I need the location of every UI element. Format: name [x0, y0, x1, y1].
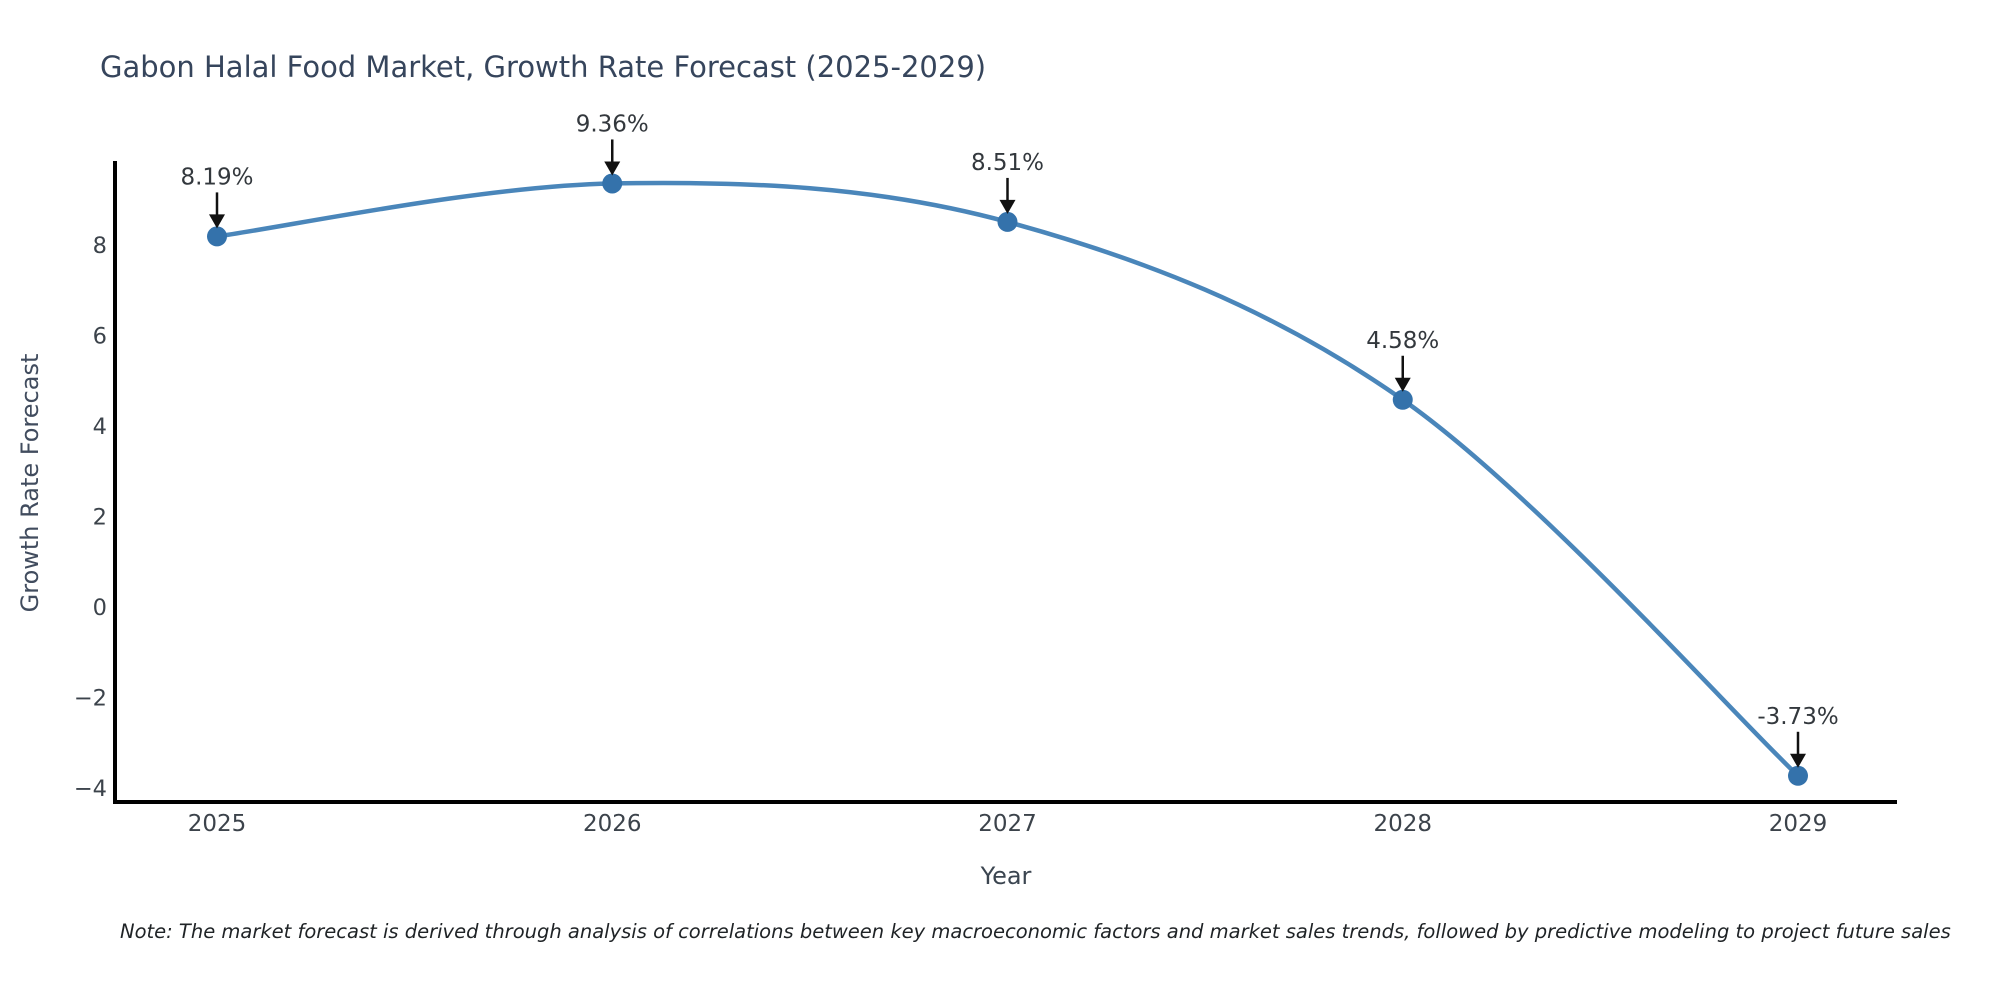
annotation-arrow-head — [209, 214, 225, 229]
x-tick-label: 2027 — [978, 811, 1037, 837]
data-point-label: 9.36% — [576, 111, 649, 137]
y-tick-label: −2 — [74, 686, 107, 712]
chart-title: Gabon Halal Food Market, Growth Rate For… — [100, 50, 987, 84]
y-tick-label: −4 — [74, 776, 107, 802]
x-tick-label: 2029 — [1769, 811, 1828, 837]
data-point-label: 8.51% — [971, 150, 1044, 176]
forecast-line — [214, 180, 1801, 779]
y-tick-label: 2 — [93, 505, 107, 531]
y-tick-label: 6 — [93, 324, 107, 350]
y-tick-label: 0 — [93, 595, 107, 621]
chart-footnote: Note: The market forecast is derived thr… — [120, 920, 1951, 943]
x-tick-label: 2028 — [1373, 811, 1432, 837]
data-point-marker — [207, 226, 227, 247]
data-point-marker — [1788, 765, 1808, 786]
x-tick-label: 2025 — [188, 811, 247, 837]
annotation-arrow-head — [1394, 377, 1411, 392]
y-tick-label: 4 — [93, 414, 107, 440]
x-axis-title: Year — [980, 862, 1032, 890]
data-point-label: 4.58% — [1366, 328, 1439, 354]
annotation-arrow-head — [604, 161, 621, 176]
data-point-label: -3.73% — [1757, 704, 1838, 730]
data-point-marker — [997, 211, 1018, 232]
x-tick-label: 2026 — [583, 811, 642, 837]
data-point-marker — [1392, 389, 1413, 410]
y-tick-label: 8 — [93, 233, 107, 259]
annotation-arrow-head — [999, 199, 1016, 214]
annotation-arrow-head — [1790, 753, 1806, 768]
data-point-marker — [602, 173, 623, 194]
data-point-label: 8.19% — [180, 164, 253, 190]
